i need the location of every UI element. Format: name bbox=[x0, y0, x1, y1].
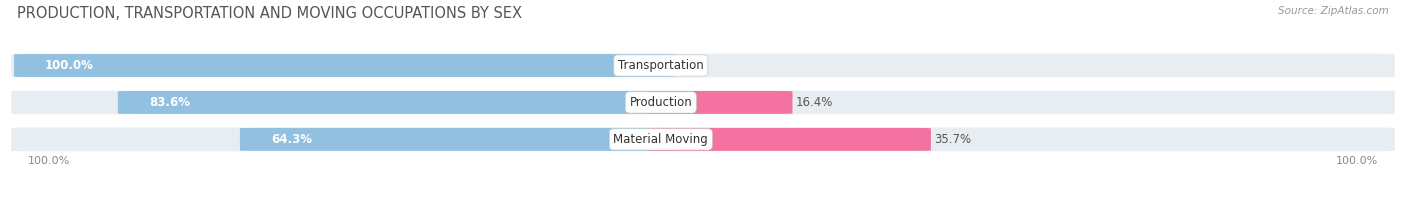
Text: 64.3%: 64.3% bbox=[271, 133, 312, 146]
FancyBboxPatch shape bbox=[118, 91, 675, 114]
FancyBboxPatch shape bbox=[11, 91, 1395, 114]
FancyBboxPatch shape bbox=[11, 127, 1395, 151]
Text: 83.6%: 83.6% bbox=[149, 96, 190, 109]
FancyBboxPatch shape bbox=[647, 91, 793, 114]
FancyBboxPatch shape bbox=[240, 128, 675, 151]
FancyBboxPatch shape bbox=[11, 54, 1395, 77]
Text: Transportation: Transportation bbox=[619, 59, 703, 72]
Text: 35.7%: 35.7% bbox=[934, 133, 970, 146]
Text: Source: ZipAtlas.com: Source: ZipAtlas.com bbox=[1278, 6, 1389, 16]
Text: 100.0%: 100.0% bbox=[28, 156, 70, 166]
Text: 100.0%: 100.0% bbox=[45, 59, 94, 72]
Text: 16.4%: 16.4% bbox=[796, 96, 832, 109]
FancyBboxPatch shape bbox=[14, 54, 675, 77]
Text: 100.0%: 100.0% bbox=[1336, 156, 1378, 166]
Text: PRODUCTION, TRANSPORTATION AND MOVING OCCUPATIONS BY SEX: PRODUCTION, TRANSPORTATION AND MOVING OC… bbox=[17, 6, 522, 21]
Text: Material Moving: Material Moving bbox=[613, 133, 709, 146]
FancyBboxPatch shape bbox=[647, 128, 931, 151]
Text: Production: Production bbox=[630, 96, 692, 109]
